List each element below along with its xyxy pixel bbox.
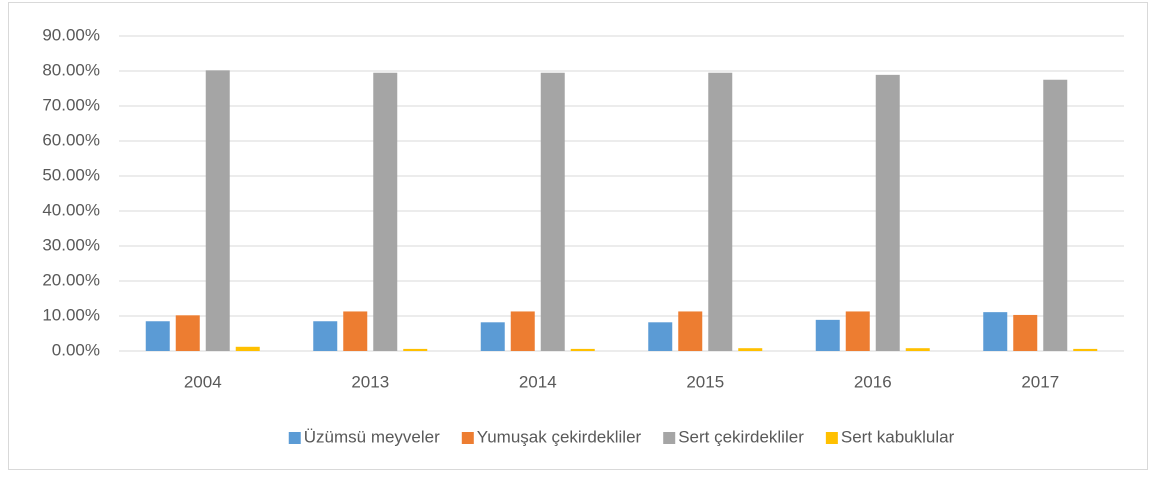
y-tick-label: 70.00% [42,95,100,114]
bar [313,321,338,351]
bar [570,348,595,351]
bar [480,322,505,351]
y-tick-label: 40.00% [42,200,100,219]
legend-label: Üzümsü meyveler [304,427,440,446]
y-tick-label: 90.00% [42,25,100,44]
bar [373,72,398,351]
y-tick-label: 50.00% [42,165,100,184]
x-tick-label: 2013 [351,372,389,391]
y-tick-label: 30.00% [42,235,100,254]
x-tick-label: 2014 [519,372,557,391]
x-tick-label: 2016 [854,372,892,391]
bar [845,311,870,351]
legend-label: Yumuşak çekirdekliler [477,427,642,446]
bar [540,72,565,351]
bar [235,346,260,351]
bar [403,348,428,351]
y-tick-label: 80.00% [42,60,100,79]
bar [708,72,733,351]
bar [905,348,930,351]
bar [343,311,368,351]
bar [1043,79,1068,351]
y-tick-label: 0.00% [52,340,100,359]
bar [175,315,200,351]
bar [983,312,1008,351]
bar [1073,348,1098,351]
bar [510,311,535,351]
y-tick-label: 20.00% [42,270,100,289]
legend-label: Sert çekirdekliler [678,427,804,446]
y-tick-label: 10.00% [42,305,100,324]
bar [678,311,703,351]
x-tick-label: 2015 [686,372,724,391]
bar [145,321,170,351]
bar [738,348,763,351]
legend-swatch [825,432,838,444]
x-tick-label: 2004 [184,372,222,391]
x-tick-label: 2017 [1021,372,1059,391]
legend-swatch [663,432,676,444]
bar [875,74,900,351]
bar [205,70,230,352]
legend-swatch [461,432,474,444]
chart-border [8,2,1148,470]
legend-swatch [288,432,301,444]
legend-label: Sert kabuklular [841,427,955,446]
y-tick-label: 60.00% [42,130,100,149]
bar [815,319,840,351]
bar [1013,314,1038,351]
bar [648,322,673,351]
